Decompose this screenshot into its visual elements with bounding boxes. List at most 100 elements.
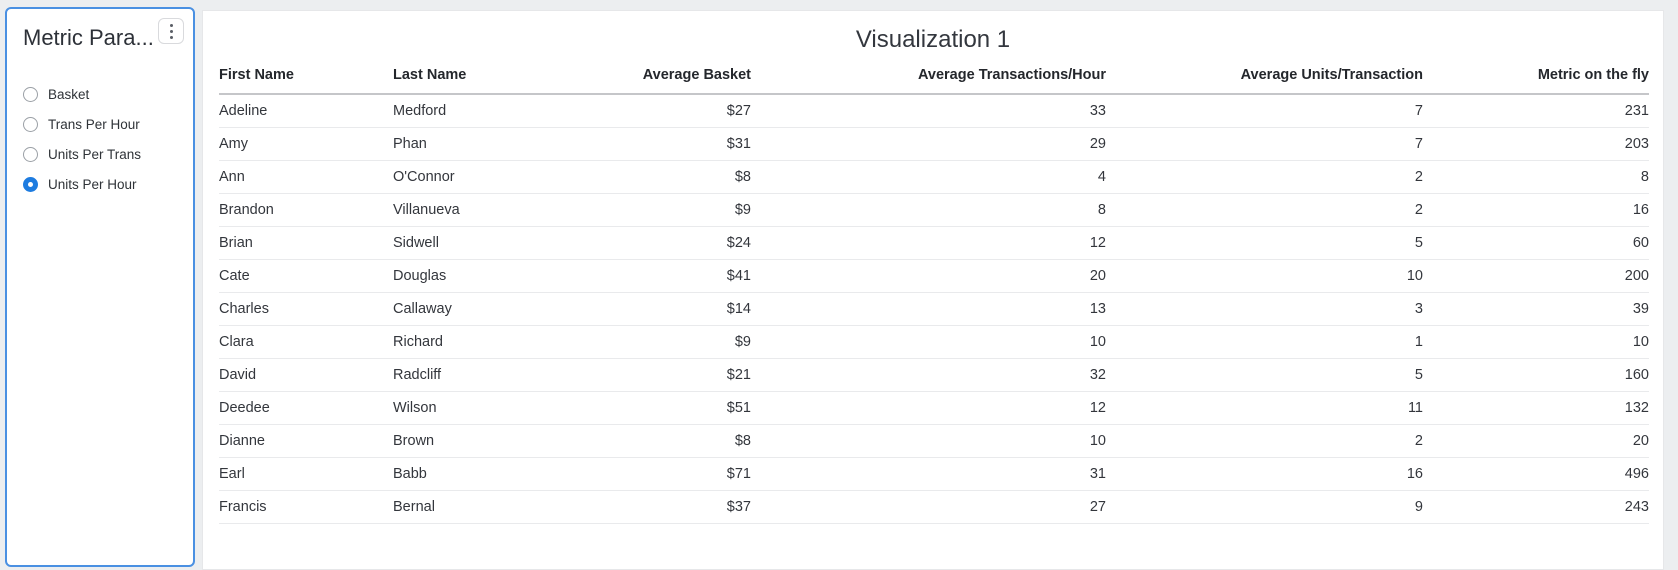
table-cell[interactable]: 60 <box>1423 226 1649 260</box>
table-cell[interactable]: $31 <box>583 127 751 161</box>
table-cell[interactable]: David <box>219 358 393 392</box>
kebab-menu-icon <box>169 35 173 39</box>
table-cell[interactable]: 160 <box>1423 358 1649 392</box>
table-cell[interactable]: 1 <box>1106 325 1423 359</box>
table-cell[interactable]: 7 <box>1106 94 1423 128</box>
table-cell[interactable]: Ann <box>219 160 393 194</box>
radio-option-units-per-hour[interactable]: Units Per Hour <box>23 169 179 199</box>
column-header-metric-on-the-fly[interactable]: Metric on the fly <box>1423 57 1649 95</box>
table-cell[interactable]: $71 <box>583 457 751 491</box>
table-cell[interactable]: Richard <box>393 325 583 359</box>
table-cell[interactable]: 10 <box>751 424 1106 458</box>
table-cell[interactable]: Francis <box>219 490 393 524</box>
table-cell[interactable]: Medford <box>393 94 583 128</box>
column-header-average-basket[interactable]: Average Basket <box>583 57 751 95</box>
table-row: Francis Bernal $37 27 9 243 <box>219 490 1649 524</box>
table-cell[interactable]: 39 <box>1423 292 1649 326</box>
radio-unselected-icon[interactable] <box>23 86 38 102</box>
table-cell[interactable]: Brown <box>393 424 583 458</box>
table-cell[interactable]: 7 <box>1106 127 1423 161</box>
table-cell[interactable]: 9 <box>1106 490 1423 524</box>
table-cell[interactable]: 496 <box>1423 457 1649 491</box>
table-cell[interactable]: 10 <box>1106 259 1423 293</box>
table-cell[interactable]: $37 <box>583 490 751 524</box>
table-cell[interactable]: 10 <box>1423 325 1649 359</box>
table-cell[interactable]: 3 <box>1106 292 1423 326</box>
column-header-average-transactions-hour[interactable]: Average Transactions/Hour <box>751 57 1106 95</box>
table-cell[interactable]: 33 <box>751 94 1106 128</box>
table-cell[interactable]: 2 <box>1106 160 1423 194</box>
table-cell[interactable]: $27 <box>583 94 751 128</box>
table-cell[interactable]: 29 <box>751 127 1106 161</box>
table-cell[interactable]: 16 <box>1106 457 1423 491</box>
table-cell[interactable]: 12 <box>751 391 1106 425</box>
table-cell[interactable]: Wilson <box>393 391 583 425</box>
table-cell[interactable]: $8 <box>583 160 751 194</box>
table-cell[interactable]: $9 <box>583 325 751 359</box>
table-cell[interactable]: 27 <box>751 490 1106 524</box>
table-cell[interactable]: 10 <box>751 325 1106 359</box>
table-cell[interactable]: Villanueva <box>393 193 583 227</box>
table-cell[interactable]: Bernal <box>393 490 583 524</box>
table-cell[interactable]: $9 <box>583 193 751 227</box>
table-cell[interactable]: 20 <box>751 259 1106 293</box>
table-cell[interactable]: 2 <box>1106 193 1423 227</box>
table-cell[interactable]: 11 <box>1106 391 1423 425</box>
table-cell[interactable]: Callaway <box>393 292 583 326</box>
table-cell[interactable]: 4 <box>751 160 1106 194</box>
table-cell[interactable]: 243 <box>1423 490 1649 524</box>
table-row: Brandon Villanueva $9 8 2 16 <box>219 193 1649 227</box>
radio-option-units-per-trans[interactable]: Units Per Trans <box>23 139 179 169</box>
column-header-average-units-transaction[interactable]: Average Units/Transaction <box>1106 57 1423 95</box>
table-cell[interactable]: $51 <box>583 391 751 425</box>
table-body: Adeline Medford $27 33 7 231 Amy Phan $31 29 7 203 A… <box>219 94 1649 524</box>
table-cell[interactable]: Amy <box>219 127 393 161</box>
table-cell[interactable]: 13 <box>751 292 1106 326</box>
table-cell[interactable]: 5 <box>1106 358 1423 392</box>
radio-option-trans-per-hour[interactable]: Trans Per Hour <box>23 109 179 139</box>
table-cell[interactable]: 203 <box>1423 127 1649 161</box>
table-cell[interactable]: Cate <box>219 259 393 293</box>
table-cell[interactable]: $41 <box>583 259 751 293</box>
table-cell[interactable]: 31 <box>751 457 1106 491</box>
radio-unselected-icon[interactable] <box>23 116 38 132</box>
column-header-first-name[interactable]: First Name <box>219 57 393 95</box>
table-cell[interactable]: $8 <box>583 424 751 458</box>
table-cell[interactable]: Babb <box>393 457 583 491</box>
radio-unselected-icon[interactable] <box>23 146 38 162</box>
table-cell[interactable]: 200 <box>1423 259 1649 293</box>
table-row: Deedee Wilson $51 12 11 132 <box>219 391 1649 425</box>
table-cell[interactable]: 20 <box>1423 424 1649 458</box>
kebab-menu-icon <box>169 29 173 33</box>
table-cell[interactable]: 2 <box>1106 424 1423 458</box>
table-cell[interactable]: O'Connor <box>393 160 583 194</box>
table-cell[interactable]: Charles <box>219 292 393 326</box>
table-cell[interactable]: Deedee <box>219 391 393 425</box>
table-cell[interactable]: Brandon <box>219 193 393 227</box>
radio-option-basket[interactable]: Basket <box>23 79 179 109</box>
table-cell[interactable]: Adeline <box>219 94 393 128</box>
table-row: Cate Douglas $41 20 10 200 <box>219 259 1649 293</box>
table-cell[interactable]: Brian <box>219 226 393 260</box>
table-cell[interactable]: 32 <box>751 358 1106 392</box>
table-cell[interactable]: $21 <box>583 358 751 392</box>
table-cell[interactable]: Phan <box>393 127 583 161</box>
table-cell[interactable]: Dianne <box>219 424 393 458</box>
column-header-last-name[interactable]: Last Name <box>393 57 583 95</box>
table-cell[interactable]: Clara <box>219 325 393 359</box>
table-cell[interactable]: Sidwell <box>393 226 583 260</box>
table-cell[interactable]: 5 <box>1106 226 1423 260</box>
table-cell[interactable]: $24 <box>583 226 751 260</box>
kebab-menu-button[interactable] <box>158 18 184 44</box>
table-cell[interactable]: 132 <box>1423 391 1649 425</box>
table-cell[interactable]: 16 <box>1423 193 1649 227</box>
table-cell[interactable]: Earl <box>219 457 393 491</box>
table-cell[interactable]: 12 <box>751 226 1106 260</box>
radio-selected-icon[interactable] <box>23 176 38 192</box>
table-cell[interactable]: 8 <box>1423 160 1649 194</box>
table-cell[interactable]: Radcliff <box>393 358 583 392</box>
table-cell[interactable]: Douglas <box>393 259 583 293</box>
table-cell[interactable]: 231 <box>1423 94 1649 128</box>
table-cell[interactable]: 8 <box>751 193 1106 227</box>
table-cell[interactable]: $14 <box>583 292 751 326</box>
